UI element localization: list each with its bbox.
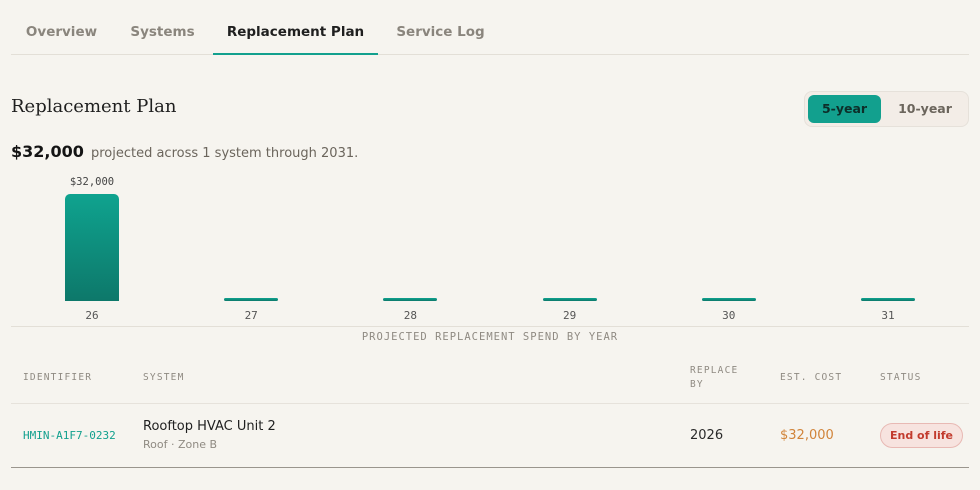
col-status: STATUS [880,372,922,383]
tab-overview[interactable]: Overview [25,24,98,40]
row-system-name: Rooftop HVAC Unit 2 [143,419,276,434]
page-title: Replacement Plan [11,96,177,117]
chart-caption: PROJECTED REPLACEMENT SPEND BY YEAR [361,331,619,343]
col-identifier: IDENTIFIER [23,372,93,383]
bar-value-label: $32,000 [69,176,115,188]
row-est-cost: $32,000 [780,428,834,443]
x-tick-31: 31 [881,309,895,322]
tab-systems[interactable]: Systems [130,24,195,40]
bar-28[interactable] [383,298,438,301]
x-tick-28: 28 [403,309,418,322]
row-identifier[interactable]: HMIN-A1F7-0232 [23,429,116,442]
summary-text: projected across 1 system through 2031. [90,146,359,161]
systems-table: IDENTIFIER SYSTEM REPLACE BY EST. COST S… [11,354,969,468]
tab-service-log[interactable]: Service Log [396,24,485,40]
bar-26[interactable] [65,194,119,301]
tab-bar: Overview Systems Replacement Plan Servic… [11,0,969,55]
col-system: SYSTEM [143,372,185,383]
x-tick-27: 27 [244,309,258,322]
spend-chart: 26 $32,000 27 28 29 30 31 [11,170,969,327]
col-replace-by: REPLACE BY [690,365,739,390]
table-header: IDENTIFIER SYSTEM REPLACE BY EST. COST S… [11,354,969,404]
bar-31[interactable] [861,298,915,301]
toggle-5-year[interactable]: 5-year [808,95,881,123]
row-replace-by: 2026 [690,428,724,443]
bar-30[interactable] [701,298,756,301]
table-row[interactable]: HMIN-A1F7-0232 Rooftop HVAC Unit 2 Roof … [11,404,969,468]
tab-replacement-plan[interactable]: Replacement Plan [213,0,378,55]
row-system-location: Roof · Zone B [143,438,218,451]
x-tick-30: 30 [722,309,736,322]
col-est-cost: EST. COST [780,372,843,383]
horizon-toggle: 5-year 10-year [804,91,969,127]
toggle-10-year[interactable]: 10-year [898,101,952,116]
status-badge: End of life [880,423,964,448]
bar-29[interactable] [542,298,597,301]
summary: $32,000 projected across 1 system throug… [11,142,358,161]
x-tick-29: 29 [562,309,577,322]
summary-amount: $32,000 [11,142,84,161]
bar-27[interactable] [224,298,279,301]
x-tick-26: 26 [85,309,99,322]
